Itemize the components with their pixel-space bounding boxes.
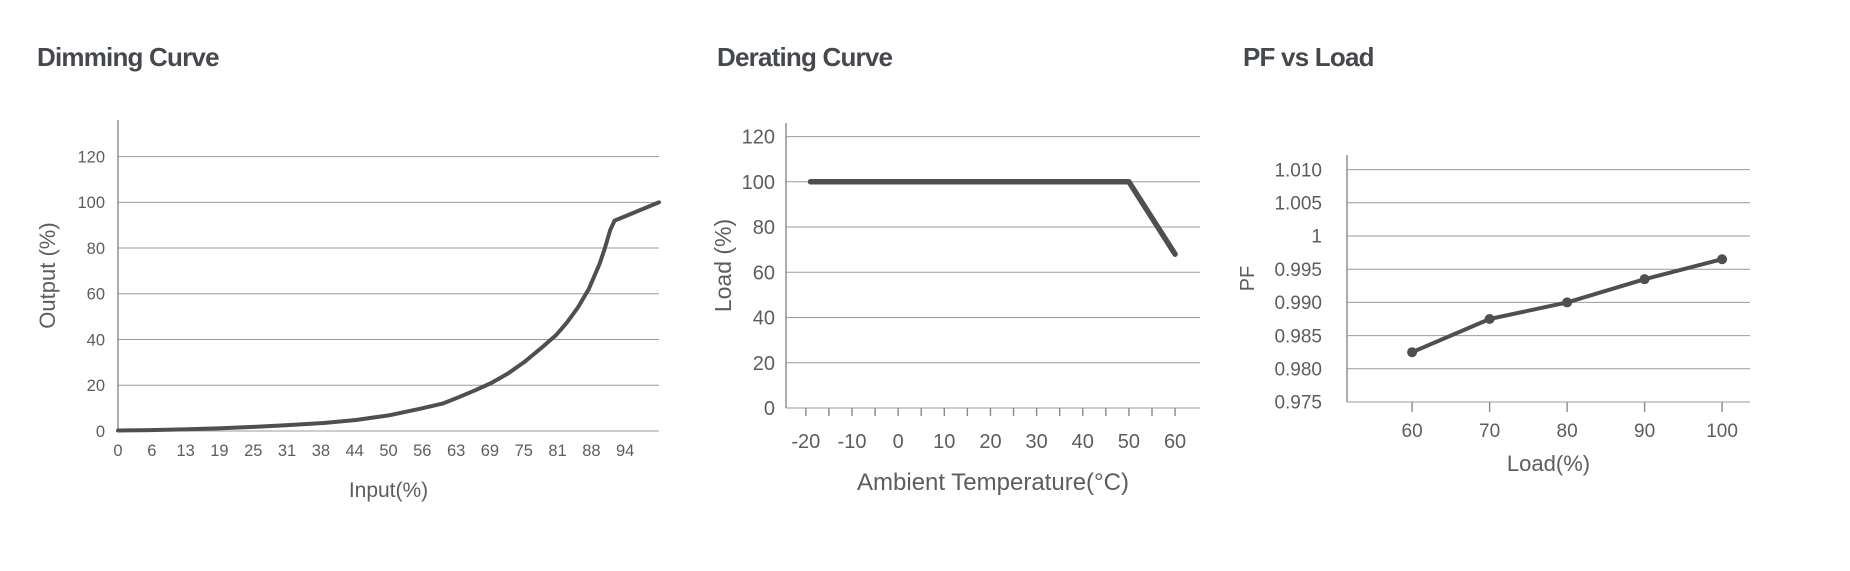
y-tick-label: 40 <box>87 331 105 349</box>
x-tick-label: 60 <box>1402 421 1423 442</box>
y-tick-label: 0.975 <box>1274 393 1322 414</box>
y-tick-label: 1.005 <box>1274 193 1322 214</box>
x-tick-label: -20 <box>791 431 820 453</box>
derating-curve-chart: 0 20 40 60 80 100 120 -20 -10 0 10 20 30 40 50 60 Ambien… <box>710 123 1200 496</box>
x-tick-label: 38 <box>312 442 330 460</box>
x-tick-label: 0 <box>113 442 122 460</box>
y-tick-label: 0.995 <box>1274 260 1322 281</box>
y-tick-label: 40 <box>753 308 775 330</box>
pf-vs-load-title: PF vs Load <box>1243 42 1375 72</box>
curve-path <box>116 200 661 433</box>
y-tick-label: 0 <box>96 423 105 441</box>
y-tick-label: 0.985 <box>1274 326 1322 347</box>
x-tick-label: 75 <box>515 442 533 460</box>
y-tick-label: 120 <box>77 148 105 166</box>
x-tick-label: 63 <box>447 442 465 460</box>
derating-curve-title: Derating Curve <box>717 42 893 72</box>
y-tick-label: 1 <box>1311 227 1322 248</box>
x-tick-label: 50 <box>379 442 397 460</box>
x-tick-label: 30 <box>1025 431 1047 453</box>
y-tick-label: 120 <box>742 127 775 149</box>
x-tick-label: 19 <box>210 442 228 460</box>
x-tick-label: 88 <box>582 442 600 460</box>
x-axis-title: Ambient Temperature(°C) <box>857 469 1129 496</box>
x-tick-label: 25 <box>244 442 262 460</box>
data-point-marker <box>1562 297 1573 308</box>
y-axis-title: Load (%) <box>710 219 736 312</box>
x-tick-label: 80 <box>1557 421 1578 442</box>
data-point-marker <box>1484 314 1495 325</box>
x-tick-label: 56 <box>413 442 431 460</box>
y-tick-label: 60 <box>753 262 775 284</box>
x-tick-label: 31 <box>278 442 296 460</box>
y-tick-label: 0.990 <box>1274 293 1322 314</box>
y-tick-label: 0.980 <box>1274 359 1322 380</box>
y-tick-label: 100 <box>742 172 775 194</box>
x-tick-label: 94 <box>616 442 634 460</box>
x-tick-label: 10 <box>933 431 955 453</box>
x-tick-label: -10 <box>838 431 867 453</box>
x-tick-label: 60 <box>1164 431 1186 453</box>
data-point-marker <box>1639 274 1650 285</box>
data-point-marker <box>1717 254 1728 265</box>
pf-vs-load-chart: 0.975 0.980 0.985 0.990 0.995 1 1.005 1.010 60 70… <box>1237 155 1750 476</box>
y-tick-label: 80 <box>87 240 105 258</box>
x-tick-label: 6 <box>147 442 156 460</box>
x-tick-label: 69 <box>481 442 499 460</box>
data-point-marker <box>1407 347 1418 358</box>
y-tick-label: 80 <box>753 217 775 239</box>
y-axis-title: Output (%) <box>35 222 60 328</box>
x-tick-label: 40 <box>1072 431 1094 453</box>
x-tick-label: 50 <box>1118 431 1140 453</box>
y-tick-label: 100 <box>77 194 105 212</box>
x-tick-label: 13 <box>176 442 194 460</box>
dimming-curve-chart: 0 20 40 60 80 100 120 0 6 13 19 25 31 38 44 50 56 63 69 75 8… <box>35 120 661 502</box>
x-tick-label: 81 <box>548 442 566 460</box>
x-tick-label: 44 <box>346 442 364 460</box>
x-axis-title: Input(%) <box>349 479 428 502</box>
y-tick-label: 60 <box>87 286 105 304</box>
x-axis-title: Load(%) <box>1507 451 1590 476</box>
y-tick-label: 20 <box>753 353 775 375</box>
x-tick-label: 20 <box>979 431 1001 453</box>
y-tick-label: 20 <box>87 377 105 395</box>
x-tick-label: 0 <box>893 431 904 453</box>
x-tick-label: 90 <box>1634 421 1655 442</box>
y-axis-title: PF <box>1237 266 1259 292</box>
curve-path <box>807 179 1178 257</box>
x-tick-label: 100 <box>1706 421 1738 442</box>
dimming-curve-title: Dimming Curve <box>37 42 220 72</box>
x-tick-label: 70 <box>1479 421 1500 442</box>
y-tick-label: 0 <box>764 398 775 420</box>
y-tick-label: 1.010 <box>1274 160 1322 181</box>
